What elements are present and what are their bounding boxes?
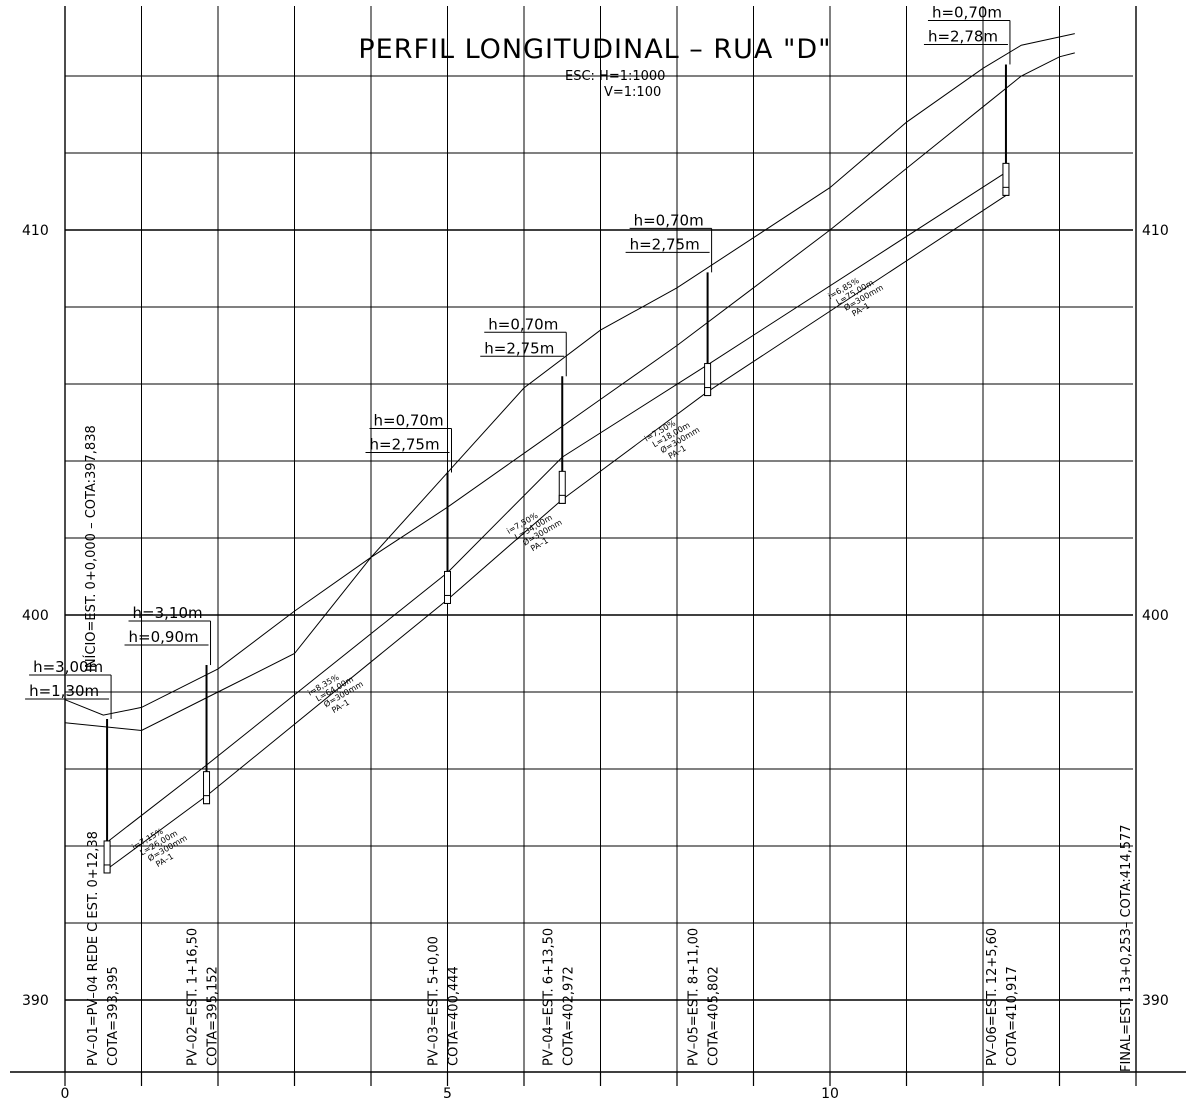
manhole-h1-label: h=0,70m <box>374 412 444 430</box>
manhole-station-label: PV–01=PV–04 REDE C EST. 0+12,38 <box>86 831 101 1066</box>
manhole-h1-label: h=3,10m <box>133 604 203 622</box>
manhole-station-label: PV–05=EST. 8+11,00 <box>687 928 702 1066</box>
x-axis-label: 0 <box>61 1086 70 1102</box>
manhole-h2-label: h=0,90m <box>129 628 199 646</box>
manhole-cota-label: COTA=395,152 <box>206 966 221 1066</box>
manhole-h2-label: h=2,78m <box>928 27 998 45</box>
y-axis-label-left: 390 <box>22 993 49 1009</box>
y-axis-label-left: 400 <box>22 608 49 624</box>
manhole-base <box>104 865 110 873</box>
manhole-station-label: PV–03=EST. 5+0,00 <box>427 936 442 1066</box>
y-axis-label-left: 410 <box>22 223 49 239</box>
manhole-h1-label: h=0,70m <box>488 315 558 333</box>
manhole-h2-label: h=2,75m <box>370 436 440 454</box>
manhole-h2-label: h=2,75m <box>630 235 700 253</box>
y-axis-label-right: 410 <box>1142 223 1169 239</box>
manhole-h1-label: h=0,70m <box>932 3 1002 21</box>
manhole-h2-label: h=2,75m <box>484 339 554 357</box>
manhole-h2-label: h=1,30m <box>29 682 99 700</box>
manhole-cota-label: COTA=402,972 <box>561 966 576 1066</box>
manhole-base <box>1003 187 1009 195</box>
y-axis-label-right: 400 <box>1142 608 1169 624</box>
manhole-cota-label: COTA=393,395 <box>106 966 121 1066</box>
y-axis-label-right: 390 <box>1142 993 1169 1009</box>
manhole-cota-label: COTA=410,917 <box>1005 966 1020 1066</box>
drawing-title: PERFIL LONGITUDINAL – RUA "D" <box>358 34 831 65</box>
manhole-station-label: PV–06=EST. 12+5,60 <box>985 928 1000 1066</box>
manhole-base <box>559 495 565 503</box>
end-station-label: FINAL=EST. 13+0,253– COTA:414,577 <box>1119 824 1134 1072</box>
manhole-base <box>445 595 451 603</box>
manhole-cota-label: COTA=400,444 <box>447 966 462 1066</box>
manhole-station-label: PV–02=EST. 1+16,50 <box>186 928 201 1066</box>
scale-h: ESC: H=1:1000 <box>565 69 665 84</box>
x-axis-label: 5 <box>443 1086 452 1102</box>
manhole-base <box>705 388 711 396</box>
manhole-h1-label: h=0,70m <box>634 211 704 229</box>
scale-v: V=1:100 <box>604 85 661 100</box>
manhole-cota-label: COTA=405,802 <box>707 966 722 1066</box>
manhole-station-label: PV–04=EST. 6+13,50 <box>541 928 556 1066</box>
manhole-base <box>204 796 210 804</box>
start-station-label: INÍCIO=EST. 0+0,000 – COTA:397,838 <box>83 425 99 672</box>
x-axis-label: 10 <box>821 1086 839 1102</box>
